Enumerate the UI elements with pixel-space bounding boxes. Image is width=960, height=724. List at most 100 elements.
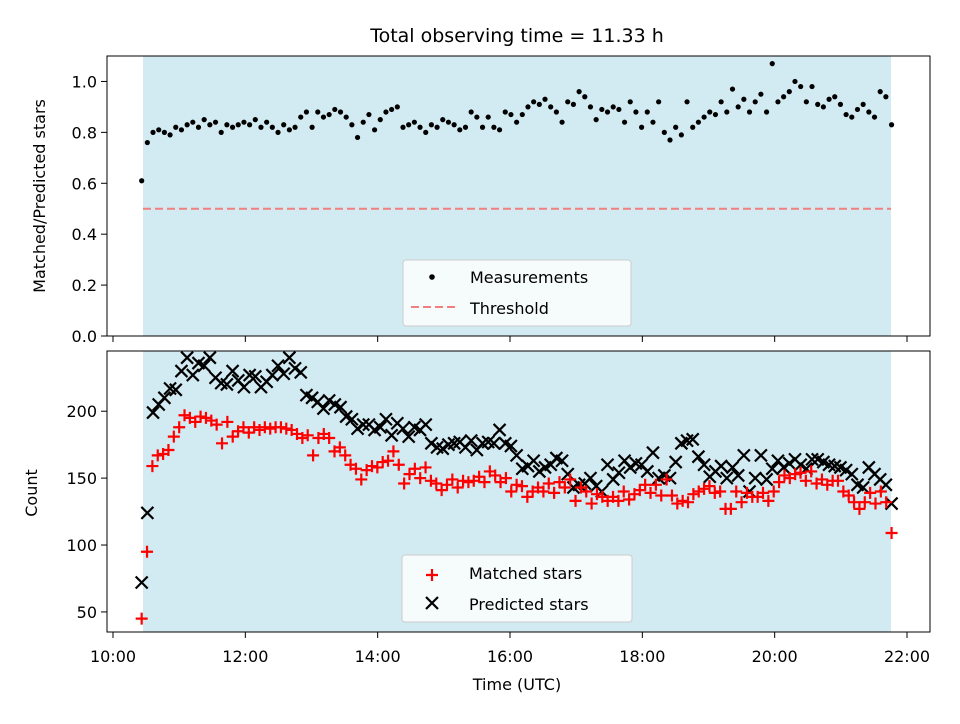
measurement-point [315,109,321,115]
predicted-star-point [288,361,302,376]
matched-star-point [767,485,780,498]
predicted-star-point [805,452,819,467]
measurement-point [815,101,821,107]
predicted-star-point [697,457,711,472]
matched-star-point [451,481,464,494]
matched-star-point [253,423,266,436]
measurement-point [536,101,542,107]
predicted-star-point [560,467,575,481]
matched-star-point [274,421,287,434]
matched-star-point [505,485,518,498]
matched-star-point [382,454,395,467]
measurement-point [712,111,719,118]
measurement-point [269,124,275,130]
measurement-point [763,109,770,115]
matched-star-point [703,480,716,493]
measurement-point [809,83,815,90]
matched-star-point [173,421,186,434]
predicted-star-point [691,449,706,464]
measurement-point [593,117,599,123]
measurement-point [570,101,577,107]
bottom-x-tick-label: 22:00 [884,647,930,666]
matched-star-point [880,496,893,509]
measurement-points [139,61,895,184]
measurement-point [849,114,855,120]
bottom-plot-frame [106,350,931,633]
matched-star-point [515,480,528,493]
top-y-ticks: 0.0 0.2 0.4 0.6 0.8 1.0 [72,72,107,346]
matched-star-point [440,478,453,491]
measurement-point [195,124,202,130]
legend-threshold-label: Threshold [469,299,549,318]
matched-star-point [714,485,727,498]
predicted-star-point [765,461,780,476]
bottom-legend: Matched stars Predicted stars [401,554,633,623]
measurement-point [576,89,582,95]
predicted-star-point [668,455,683,469]
measurement-point [218,129,224,135]
matched-star-point [553,476,566,489]
predicted-stars-points [134,350,899,590]
matched-star-point [655,489,668,502]
measurement-point [252,117,258,123]
matched-star-point [242,426,255,439]
measurement-point [184,122,190,128]
measurement-point [826,96,832,102]
measurement-point [360,119,366,125]
measurement-point [690,124,696,130]
measurement-point [349,122,355,128]
matched-star-point [258,421,271,434]
matched-star-point [248,421,261,434]
predicted-star-point [373,420,388,435]
predicted-star-point [748,471,762,485]
measurement-point [781,94,787,100]
measurement-point [502,109,508,115]
bottom-x-tick-label: 20:00 [752,647,798,666]
top-y-tick-label: 0.6 [72,174,97,193]
measurement-point [718,99,724,105]
predicted-star-point [401,429,416,444]
matched-star-point [323,431,336,444]
predicted-star-point [714,459,728,473]
matched-star-point [590,488,603,501]
measurement-point [843,111,849,118]
matched-star-point [687,488,700,501]
measurement-point [457,127,463,133]
measurement-point [752,99,758,105]
predicted-star-point [600,457,615,472]
matched-star-point [762,494,775,507]
bottom-x-tick-label: 10:00 [90,647,136,666]
matched-star-point [446,473,459,486]
predicted-star-point [793,457,808,472]
bottom-x-tick-label: 18:00 [619,647,665,666]
measurement-point [514,119,520,125]
measurement-point [462,124,469,130]
predicted-star-point [464,433,478,448]
measurement-point [860,101,866,107]
matched-star-point [537,485,550,498]
matched-star-point [815,473,828,486]
predicted-star-point [526,453,541,468]
measurement-point [746,109,753,115]
predicted-star-point [509,448,524,463]
measurement-point [229,124,236,130]
matched-star-point [296,431,309,444]
matched-star-point [558,481,571,494]
bottom-y-tick-label: 200 [66,402,97,421]
matched-star-point [408,462,421,475]
measurement-point [707,109,713,115]
measurement-point [445,119,452,125]
measurement-point [684,99,690,105]
matched-star-point [612,494,625,507]
measurement-point [440,117,446,123]
matched-star-point [869,497,882,510]
matched-star-point [307,449,320,462]
predicted-star-point [146,405,160,420]
matched-star-point [210,418,223,431]
matched-star-point [226,430,239,443]
predicted-star-point [316,401,331,416]
matched-star-point [757,486,770,499]
matched-star-point [585,497,598,510]
matched-star-point [194,410,207,423]
predicted-star-point [180,350,194,365]
